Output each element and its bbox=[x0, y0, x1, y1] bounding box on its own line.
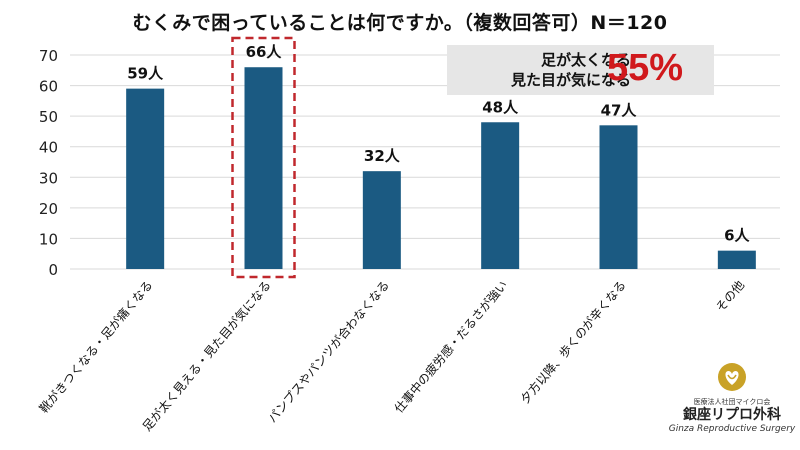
highlight-dashed-box bbox=[231, 36, 296, 279]
data-labels: 59人 66人 32人 48人 47人 6人 bbox=[127, 43, 750, 244]
data-label: 48人 bbox=[482, 98, 519, 116]
callout-line2: 見た目が気になる bbox=[510, 71, 631, 89]
clinic-logo: 医療法人社団マイクロ会 銀座リプロ外科 Ginza Reproductive S… bbox=[664, 362, 800, 450]
x-tick-label: 夕方以降、歩くのが辛くなる bbox=[517, 277, 629, 406]
callout-percent: 55% bbox=[607, 47, 684, 89]
x-axis-labels: 靴がきつくなる・足が痛くなる足が太く見える・見た目が気になるパンプスやパンツが合… bbox=[36, 277, 747, 433]
chart-title: むくみで困っていることは何ですか。（複数回答可）N＝120 bbox=[132, 12, 668, 34]
data-label: 47人 bbox=[601, 101, 638, 119]
bar bbox=[481, 122, 520, 269]
data-label: 66人 bbox=[246, 43, 283, 61]
y-tick-label: 30 bbox=[39, 169, 58, 187]
logo-org: 医療法人社団マイクロ会 bbox=[693, 398, 771, 406]
bar bbox=[126, 88, 165, 269]
callout-text: 足が太くなる 見た目が気になる bbox=[461, 50, 631, 90]
y-tick-label: 50 bbox=[39, 108, 58, 126]
bar bbox=[244, 67, 283, 269]
bar bbox=[717, 250, 756, 269]
x-tick-label: その他 bbox=[713, 278, 747, 315]
x-tick-label: 足が太く見える・見た目が気になる bbox=[139, 277, 274, 433]
heart-ribbon-icon bbox=[718, 363, 746, 391]
bar bbox=[362, 171, 401, 269]
y-tick-label: 70 bbox=[39, 47, 58, 65]
callout-box: 足が太くなる 見た目が気になる 55% bbox=[447, 45, 714, 95]
callout-line1: 足が太くなる bbox=[540, 51, 631, 69]
data-label: 32人 bbox=[364, 147, 401, 165]
x-tick-label: 仕事中の疲労感・だるさが強い bbox=[391, 277, 510, 415]
x-tick-label: 靴がきつくなる・足が痛くなる bbox=[36, 277, 155, 415]
y-tick-label: 40 bbox=[39, 139, 58, 157]
bar bbox=[599, 125, 638, 269]
y-tick-label: 10 bbox=[39, 230, 58, 248]
logo-name-en: Ginza Reproductive Surgery bbox=[668, 424, 796, 434]
y-axis-ticks: 0 10 20 30 40 50 60 70 bbox=[39, 47, 58, 279]
highlight-box bbox=[231, 36, 296, 279]
data-label: 59人 bbox=[127, 65, 164, 83]
x-tick-label: パンプスやパンツが合わなくなる bbox=[264, 277, 392, 425]
y-tick-label: 60 bbox=[39, 78, 58, 96]
y-tick-label: 0 bbox=[48, 261, 58, 279]
data-label: 6人 bbox=[724, 227, 750, 245]
logo-name: 銀座リプロ外科 bbox=[683, 407, 781, 423]
y-tick-label: 20 bbox=[39, 200, 58, 218]
bars bbox=[126, 67, 756, 269]
